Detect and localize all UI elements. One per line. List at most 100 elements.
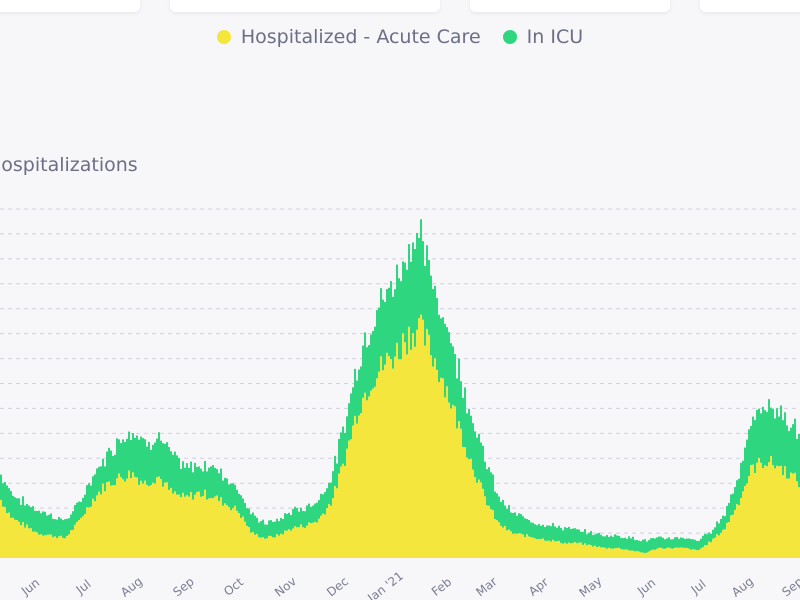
icu-bar[interactable]: [200, 468, 202, 497]
acute-care-bar[interactable]: [780, 465, 782, 558]
acute-care-bar[interactable]: [580, 542, 582, 558]
acute-care-bar[interactable]: [44, 535, 46, 558]
acute-care-bar[interactable]: [116, 478, 118, 558]
acute-care-bar[interactable]: [690, 549, 692, 558]
acute-care-bar[interactable]: [748, 476, 750, 558]
acute-care-bar[interactable]: [80, 517, 82, 558]
summary-card[interactable]: [700, 0, 800, 12]
icu-bar[interactable]: [228, 484, 230, 507]
acute-care-bar[interactable]: [556, 541, 558, 558]
icu-bar[interactable]: [330, 482, 332, 506]
icu-bar[interactable]: [82, 497, 84, 517]
legend-item-acute[interactable]: Hospitalized - Acute Care: [216, 26, 481, 48]
icu-bar[interactable]: [298, 511, 300, 528]
icu-bar[interactable]: [658, 536, 660, 548]
icu-bar[interactable]: [226, 478, 228, 506]
icu-bar[interactable]: [110, 450, 112, 486]
acute-care-bar[interactable]: [664, 548, 666, 558]
acute-care-bar[interactable]: [662, 548, 664, 558]
icu-bar[interactable]: [788, 431, 790, 479]
icu-bar[interactable]: [366, 347, 368, 401]
acute-care-bar[interactable]: [226, 505, 228, 558]
icu-bar[interactable]: [236, 489, 238, 511]
icu-bar[interactable]: [250, 514, 252, 533]
icu-bar[interactable]: [238, 493, 240, 514]
icu-bar[interactable]: [736, 480, 738, 505]
icu-bar[interactable]: [138, 439, 140, 485]
icu-bar[interactable]: [388, 287, 390, 357]
acute-care-bar[interactable]: [618, 547, 620, 558]
acute-care-bar[interactable]: [180, 497, 182, 558]
acute-care-bar[interactable]: [278, 535, 280, 558]
icu-bar[interactable]: [308, 503, 310, 523]
acute-care-bar[interactable]: [434, 358, 436, 558]
icu-bar[interactable]: [764, 410, 766, 466]
acute-care-bar[interactable]: [722, 529, 724, 558]
acute-care-bar[interactable]: [306, 525, 308, 558]
acute-care-bar[interactable]: [774, 468, 776, 558]
icu-bar[interactable]: [710, 533, 712, 543]
acute-care-bar[interactable]: [546, 540, 548, 558]
acute-care-bar[interactable]: [606, 548, 608, 558]
icu-bar[interactable]: [588, 532, 590, 545]
icu-bar[interactable]: [368, 345, 370, 397]
icu-bar[interactable]: [216, 469, 218, 496]
icu-bar[interactable]: [504, 505, 506, 526]
icu-bar[interactable]: [494, 491, 496, 520]
icu-bar[interactable]: [280, 517, 282, 534]
icu-bar[interactable]: [640, 541, 642, 553]
acute-care-bar[interactable]: [372, 388, 374, 558]
icu-bar[interactable]: [696, 540, 698, 551]
icu-bar[interactable]: [716, 521, 718, 535]
acute-care-bar[interactable]: [760, 462, 762, 558]
acute-care-bar[interactable]: [450, 408, 452, 558]
acute-care-bar[interactable]: [326, 508, 328, 558]
icu-bar[interactable]: [314, 503, 316, 522]
icu-bar[interactable]: [122, 439, 124, 480]
acute-care-bar[interactable]: [700, 548, 702, 558]
icu-bar[interactable]: [466, 413, 468, 458]
acute-care-bar[interactable]: [654, 549, 656, 558]
acute-care-bar[interactable]: [542, 538, 544, 558]
icu-bar[interactable]: [634, 540, 636, 552]
icu-bar[interactable]: [230, 483, 232, 511]
icu-bar[interactable]: [176, 455, 178, 495]
icu-bar[interactable]: [538, 524, 540, 539]
acute-care-bar[interactable]: [122, 479, 124, 558]
icu-bar[interactable]: [644, 539, 646, 554]
icu-bar[interactable]: [406, 269, 408, 355]
icu-bar[interactable]: [188, 467, 190, 497]
icu-bar[interactable]: [64, 519, 66, 539]
acute-care-bar[interactable]: [610, 548, 612, 558]
icu-bar[interactable]: [206, 471, 208, 500]
icu-bar[interactable]: [754, 420, 756, 473]
icu-bar[interactable]: [152, 444, 154, 483]
icu-bar[interactable]: [512, 512, 514, 534]
icu-bar[interactable]: [402, 261, 404, 334]
icu-bar[interactable]: [254, 515, 256, 535]
icu-bar[interactable]: [616, 535, 618, 548]
acute-care-bar[interactable]: [678, 547, 680, 558]
icu-bar[interactable]: [684, 538, 686, 548]
acute-care-bar[interactable]: [28, 528, 30, 558]
icu-bar[interactable]: [668, 537, 670, 548]
acute-care-bar[interactable]: [796, 481, 798, 558]
acute-care-bar[interactable]: [334, 485, 336, 558]
acute-care-bar[interactable]: [160, 479, 162, 558]
icu-bar[interactable]: [428, 260, 430, 335]
acute-care-bar[interactable]: [460, 428, 462, 558]
icu-bar[interactable]: [532, 522, 534, 538]
acute-care-bar[interactable]: [428, 334, 430, 558]
acute-care-bar[interactable]: [168, 489, 170, 558]
acute-care-bar[interactable]: [52, 537, 54, 558]
icu-bar[interactable]: [284, 513, 286, 531]
icu-bar[interactable]: [34, 510, 36, 532]
icu-bar[interactable]: [458, 358, 460, 422]
icu-bar[interactable]: [214, 467, 216, 497]
icu-bar[interactable]: [490, 472, 492, 510]
icu-bar[interactable]: [544, 527, 546, 541]
acute-care-bar[interactable]: [406, 354, 408, 558]
acute-care-bar[interactable]: [386, 352, 388, 558]
acute-care-bar[interactable]: [206, 499, 208, 558]
icu-bar[interactable]: [794, 418, 796, 473]
